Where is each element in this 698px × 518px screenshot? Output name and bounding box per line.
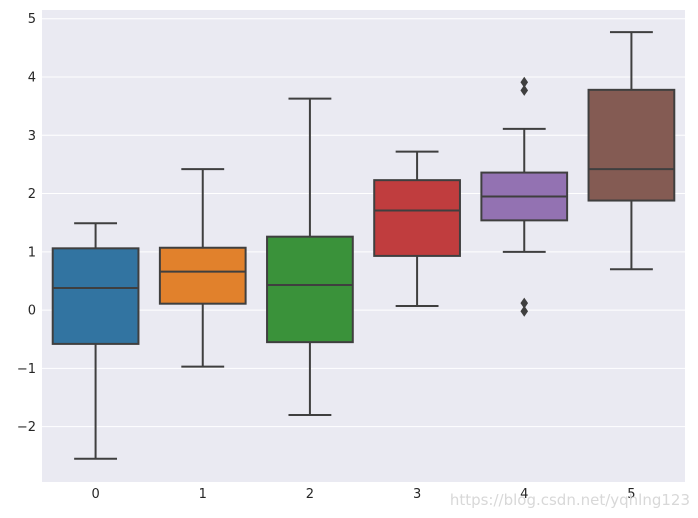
- y-tick-label: 0: [28, 304, 36, 319]
- box: [373, 179, 461, 257]
- y-axis-ticks: −2 −1 0 1 2 3 4 5: [17, 12, 36, 435]
- x-tick-label: 0: [91, 487, 99, 502]
- box-group-3: [373, 150, 461, 308]
- x-tick-label: 4: [520, 487, 528, 502]
- box-group-2: [266, 97, 354, 416]
- y-tick-label: 3: [28, 129, 36, 144]
- box: [51, 247, 140, 345]
- y-tick-label: 2: [28, 187, 36, 202]
- outlier-point: [520, 297, 529, 309]
- watermark-text: https://blog.csdn.net/yqhlng123: [450, 491, 690, 509]
- box: [266, 235, 354, 344]
- box-series: [51, 31, 676, 460]
- box: [587, 88, 676, 202]
- plot-area: [42, 10, 685, 482]
- x-tick-label: 1: [199, 487, 207, 502]
- x-tick-label: 3: [413, 487, 421, 502]
- y-tick-label: −2: [17, 420, 36, 435]
- box-group-0: [51, 222, 140, 460]
- x-tick-label: 2: [306, 487, 314, 502]
- box-group-5: [587, 31, 676, 271]
- y-gridlines: [42, 18, 685, 428]
- box-group-1: [158, 168, 247, 368]
- outlier-point: [520, 84, 529, 96]
- y-tick-label: 5: [28, 12, 36, 27]
- outlier-point: [520, 305, 529, 317]
- y-tick-label: 1: [28, 245, 36, 260]
- x-axis-ticks: 0 1 2 3 4 5: [91, 487, 635, 502]
- box-group-4: [480, 76, 569, 317]
- box: [158, 246, 247, 305]
- y-tick-label: 4: [28, 71, 36, 86]
- outlier-point: [520, 76, 529, 88]
- y-tick-label: −1: [17, 362, 36, 377]
- x-tick-label: 5: [627, 487, 635, 502]
